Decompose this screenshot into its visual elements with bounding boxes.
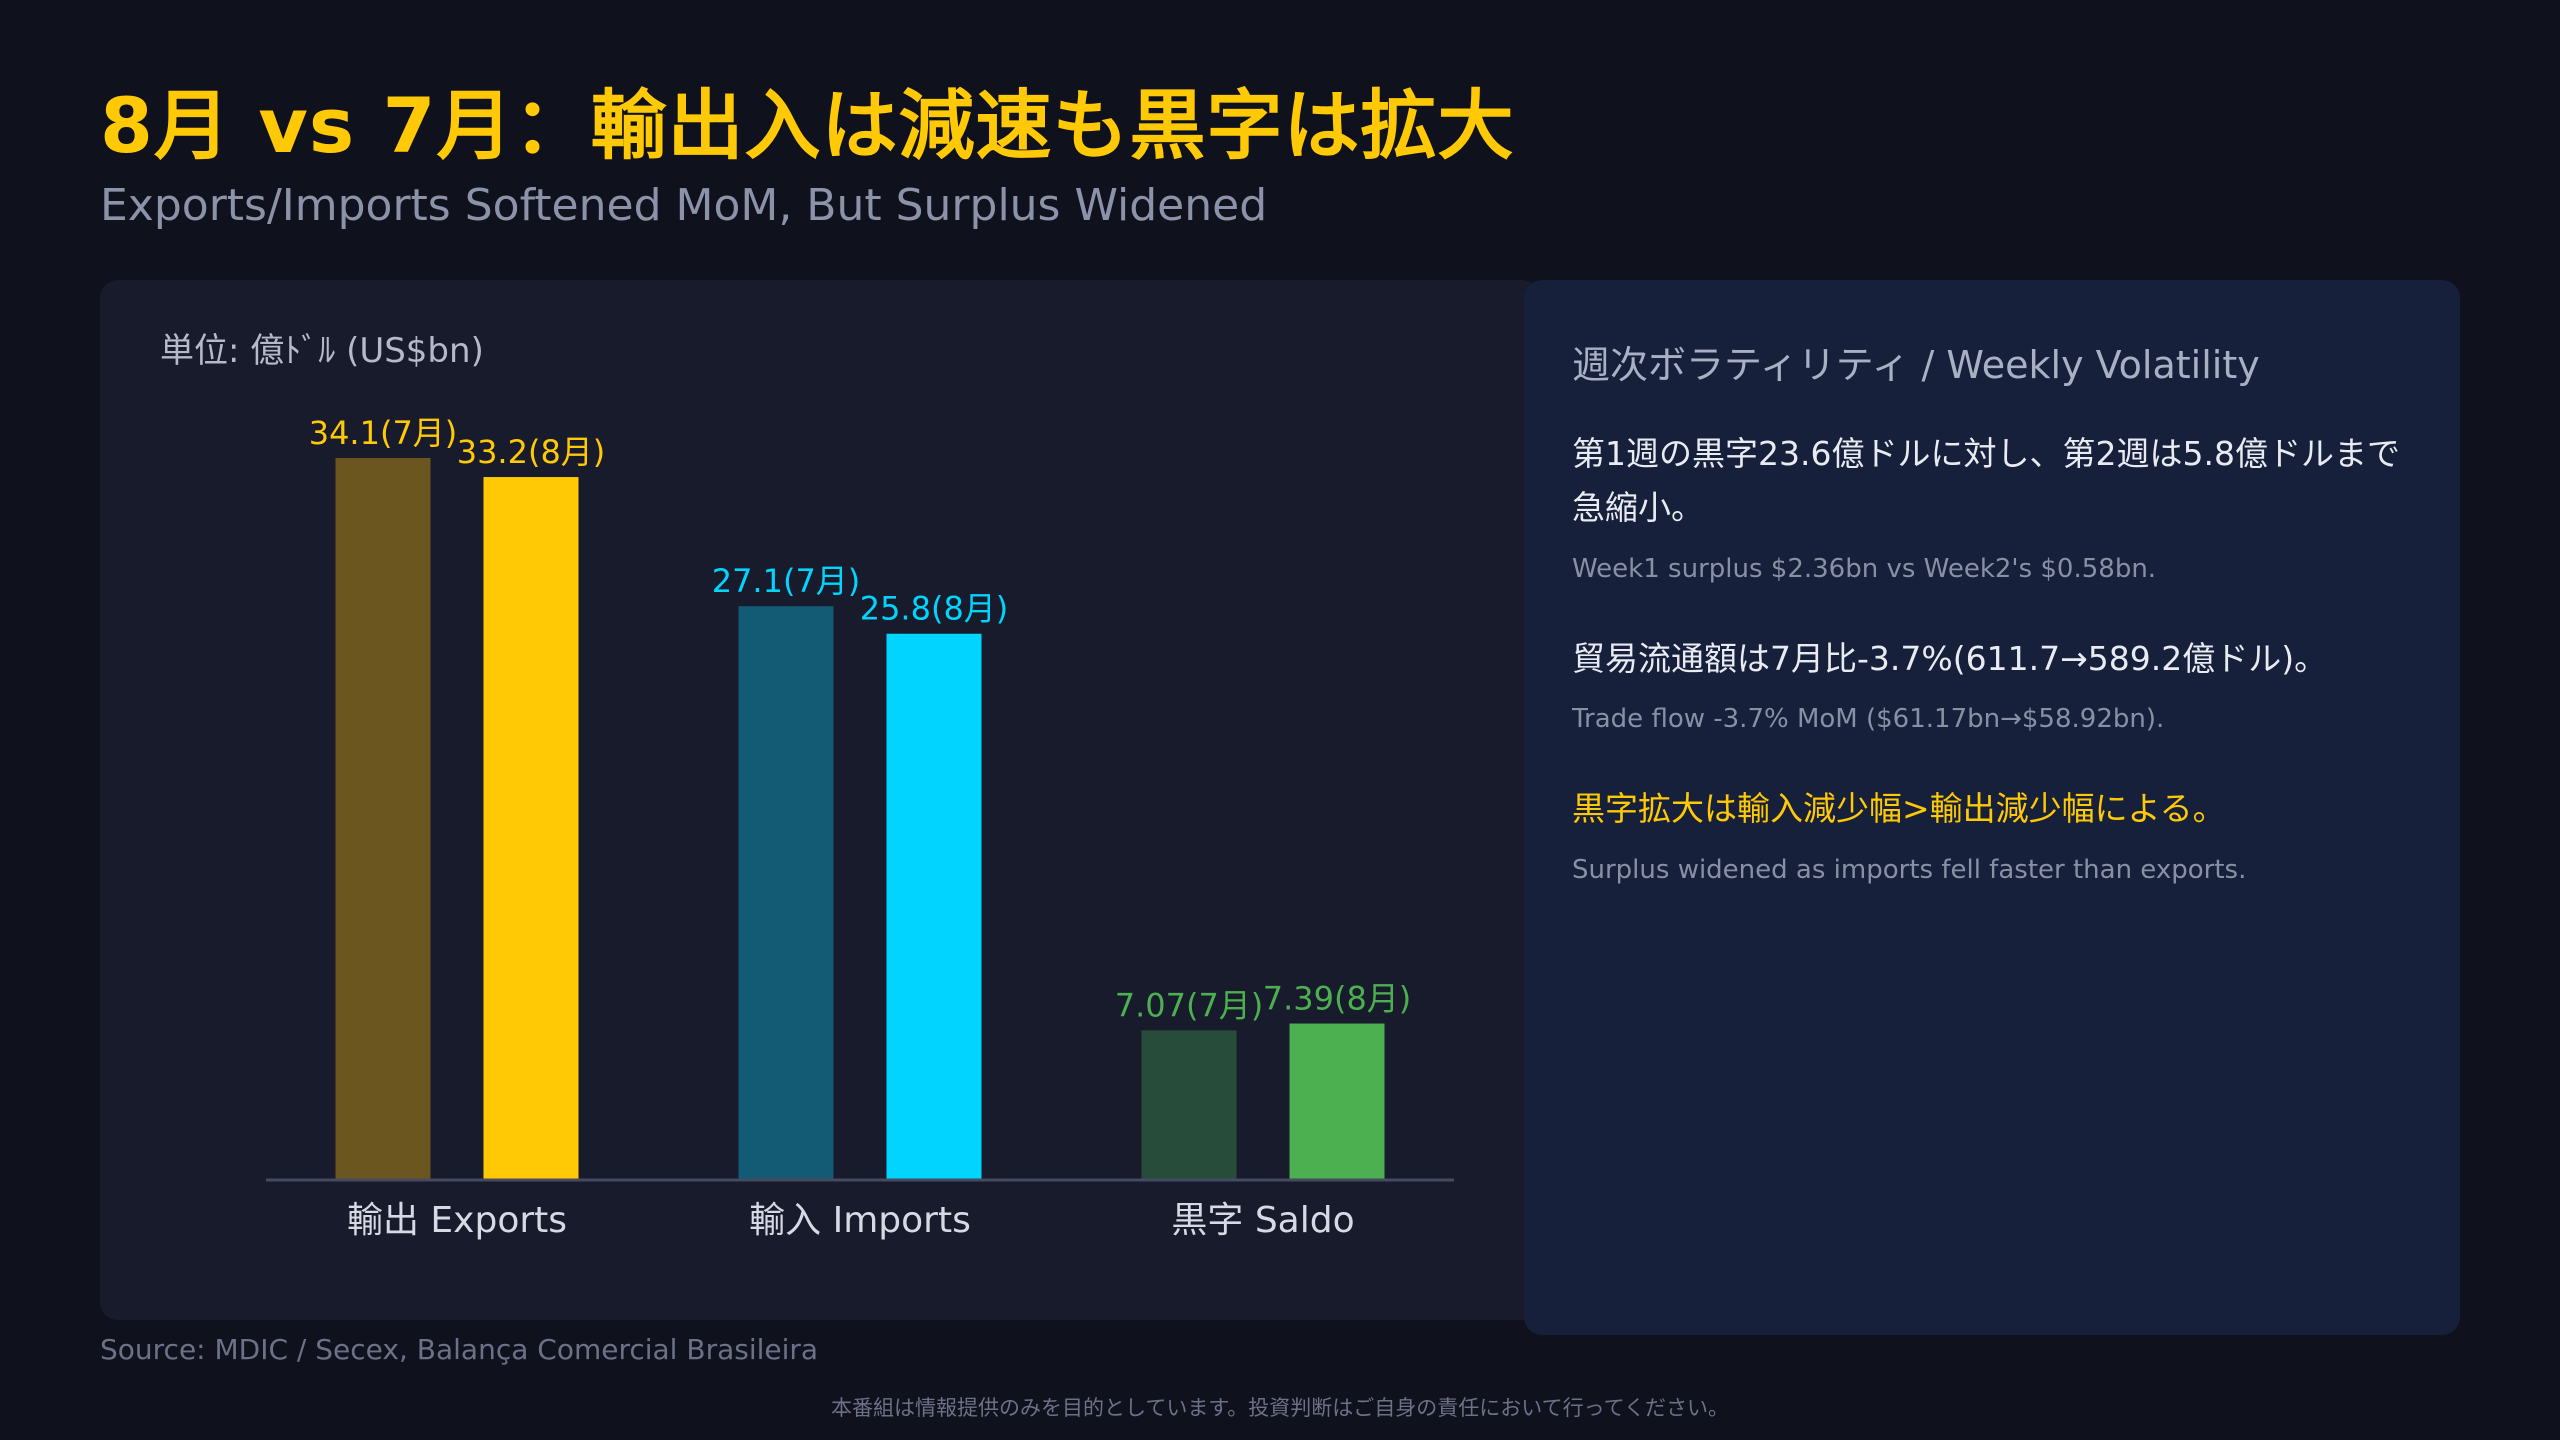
data-label-imports-aug: 25.8(8月) xyxy=(860,590,1009,628)
info-item-jp: 貿易流通額は7月比-3.7%(611.7→589.2億ドル)。 xyxy=(1572,638,2328,678)
category-label-exports: 輸出 Exports xyxy=(347,1200,567,1241)
info-item-en: Surplus widened as imports fell faster t… xyxy=(1572,854,2247,885)
info-panel-title: 週次ボラティリティ / Weekly Volatility xyxy=(1572,343,2260,387)
bar-exports-jul xyxy=(335,458,431,1180)
data-label-exports-aug: 33.2(8月) xyxy=(457,433,606,471)
bar-chart: 単位: 億ﾄﾞﾙ (US$bn) 34.1(7月)33.2(8月) 輸出 Expo… xyxy=(160,331,1454,1241)
page-subtitle: Exports/Imports Softened MoM, But Surplu… xyxy=(100,180,1268,231)
info-item-week: 第1週の黒字23.6億ドルに対し、第2週は5.8億ドルまで急縮小。 Week1 … xyxy=(1572,427,2412,584)
bar-saldo-jul xyxy=(1141,1030,1237,1180)
page-title: 8月 vs 7月：輸出入は減速も黒字は拡大 xyxy=(100,81,1515,170)
info-item-en: Week1 surplus $2.36bn vs Week2's $0.58bn… xyxy=(1572,553,2157,584)
data-label-exports-jul: 34.1(7月) xyxy=(309,414,458,452)
data-label-imports-jul: 27.1(7月) xyxy=(712,562,861,600)
disclaimer: 本番組は情報提供のみを目的としています。投資判断はご自身の責任において行ってくだ… xyxy=(831,1396,1729,1420)
info-item-jp: 第1週の黒字23.6億ドルに対し、第2週は5.8億ドルまで急縮小。 xyxy=(1572,434,2400,528)
info-panel: 週次ボラティリティ / Weekly Volatility 第1週の黒字23.6… xyxy=(1524,280,2460,1335)
chart-panel: 単位: 億ﾄﾞﾙ (US$bn) 34.1(7月) 33.2(8月) 輸出 Expo… xyxy=(100,280,1540,1320)
info-item-surplus: 黒字拡大は輸入減少幅>輸出減少幅による。 Surplus widened as … xyxy=(1572,782,2412,884)
bar-imports-aug xyxy=(886,633,982,1180)
category-label-imports: 輸入 Imports xyxy=(749,1200,971,1241)
info-item-flow: 貿易流通額は7月比-3.7%(611.7→589.2億ドル)。 Trade fl… xyxy=(1572,632,2412,734)
info-item-en: Trade flow -3.7% MoM ($61.17bn→$58.92bn)… xyxy=(1572,704,2165,735)
bar-saldo-aug xyxy=(1289,1023,1385,1180)
info-item-jp-highlight: 黒字拡大は輸入減少幅>輸出減少幅による。 xyxy=(1572,789,2226,829)
bar-imports-jul xyxy=(738,606,834,1180)
category-label-saldo: 黒字 Saldo xyxy=(1171,1200,1354,1241)
bar-exports-aug xyxy=(483,477,579,1180)
data-label-saldo-aug: 7.39(8月) xyxy=(1263,980,1412,1018)
data-label-saldo-jul: 7.07(7月) xyxy=(1115,986,1264,1024)
unit-label: 単位: 億ﾄﾞﾙ (US$bn) xyxy=(160,331,484,371)
source-note: Source: MDIC / Secex, Balança Comercial … xyxy=(100,1333,819,1366)
